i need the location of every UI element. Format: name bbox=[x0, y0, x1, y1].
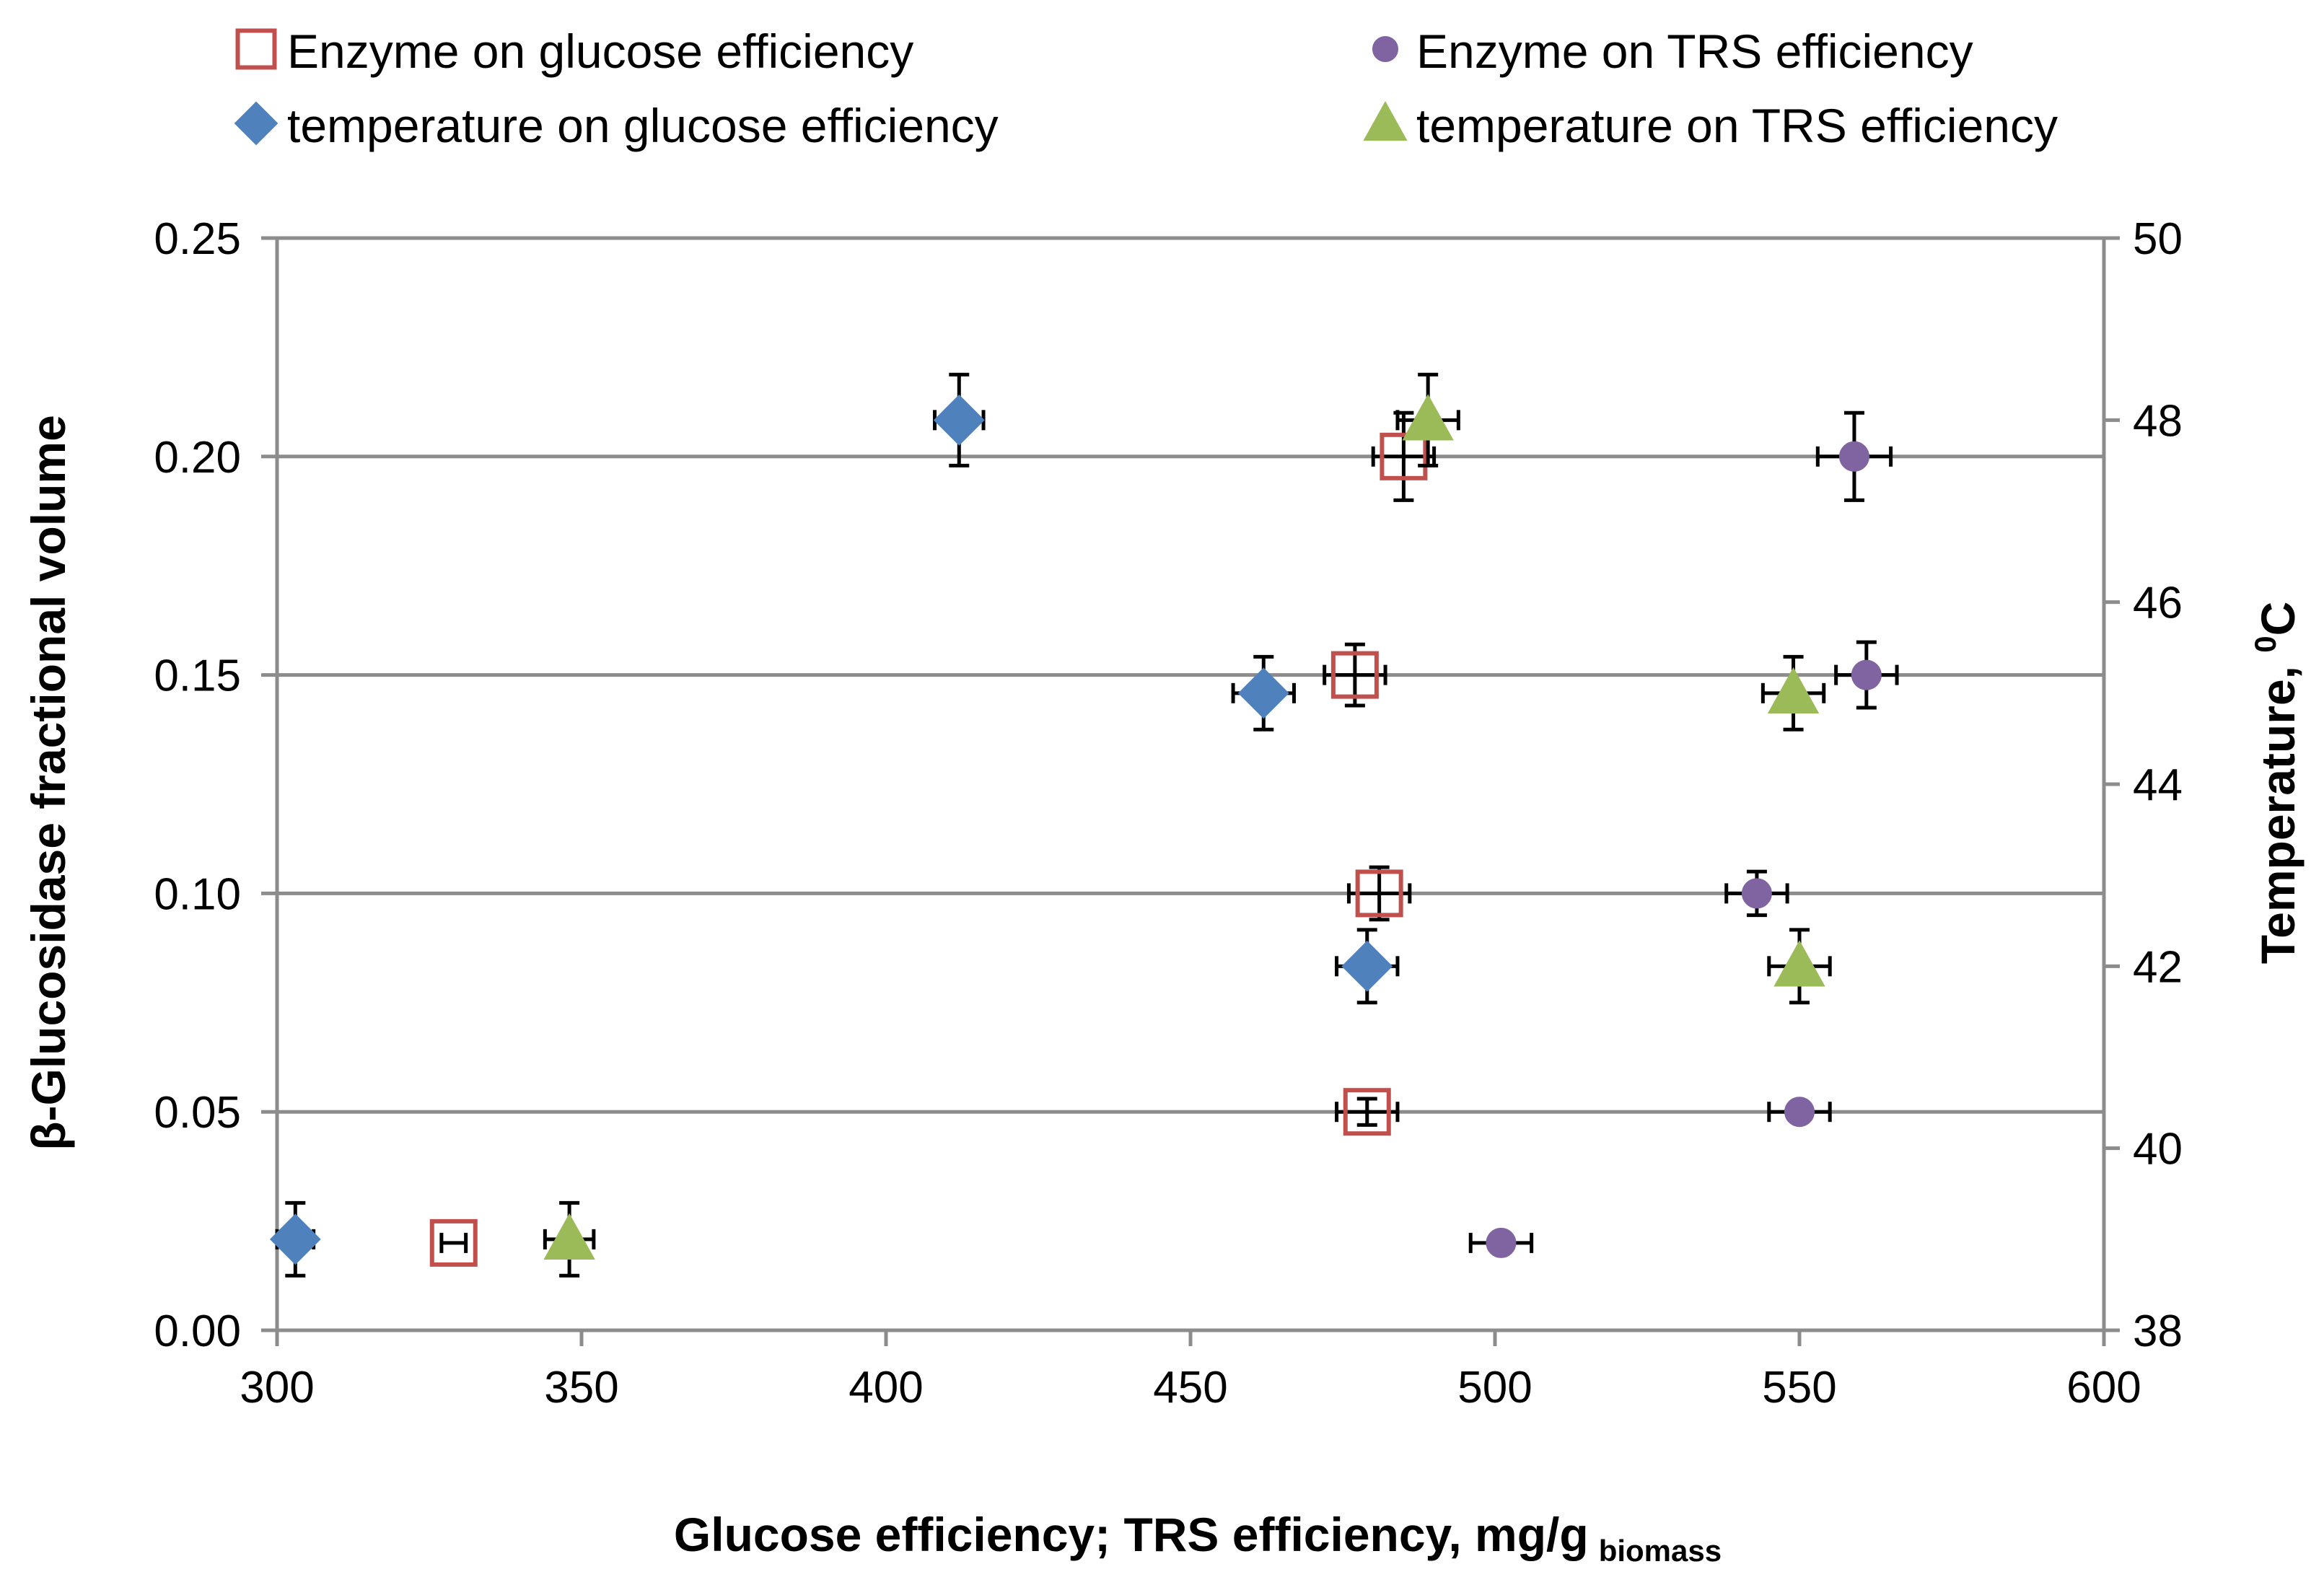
y2-tick-label: 40 bbox=[2133, 1125, 2183, 1174]
y2-tick-label: 38 bbox=[2133, 1306, 2183, 1356]
series-enzyme-trs bbox=[1468, 410, 1899, 1258]
y-tick-label: 0.05 bbox=[154, 1088, 241, 1138]
y-tick-label: 0.15 bbox=[154, 651, 241, 701]
point-temperature-glucose bbox=[1237, 667, 1289, 719]
y2-tick-label: 46 bbox=[2133, 579, 2183, 628]
legend-marker-enzyme-trs bbox=[1372, 36, 1398, 62]
x-axis-title: Glucose efficiency; TRS efficiency, mg/g… bbox=[674, 1508, 1722, 1568]
y-tick-label: 0.20 bbox=[154, 433, 241, 483]
x-tick-label: 500 bbox=[1457, 1363, 1532, 1413]
y2-tick-label: 50 bbox=[2133, 214, 2183, 264]
x-tick-label: 600 bbox=[2066, 1363, 2141, 1413]
point-enzyme-glucose bbox=[1343, 1088, 1391, 1136]
axes: 300 350 400 450 500 550 600 0.00 0.05 0.10 0.15 0.2… bbox=[154, 214, 2183, 1413]
series-enzyme-glucose bbox=[429, 410, 1437, 1267]
x-tick-label: 450 bbox=[1153, 1363, 1227, 1413]
point-temperature-glucose bbox=[933, 394, 985, 446]
y-tick-label: 0.10 bbox=[154, 869, 241, 919]
point-enzyme-glucose bbox=[429, 1218, 478, 1267]
legend-marker-temperature-trs bbox=[1363, 101, 1408, 141]
y-tick-label: 0.25 bbox=[154, 214, 241, 264]
point-enzyme-trs bbox=[1851, 659, 1882, 690]
point-temperature-trs bbox=[1767, 667, 1820, 714]
point-enzyme-trs bbox=[1838, 441, 1869, 472]
legend-item-enzyme-glucose: Enzyme on glucose efficiency bbox=[235, 25, 913, 78]
point-temperature-trs bbox=[1402, 394, 1454, 441]
y-tick-label: 0.00 bbox=[154, 1306, 241, 1356]
legend-label-temperature-glucose: temperature on glucose efficiency bbox=[287, 99, 999, 152]
x-tick-label: 550 bbox=[1762, 1363, 1836, 1413]
point-temperature-glucose bbox=[1341, 940, 1393, 992]
point-enzyme-glucose bbox=[1330, 651, 1379, 699]
legend-item-temperature-glucose: temperature on glucose efficiency bbox=[234, 99, 999, 152]
legend-label-temperature-trs: temperature on TRS efficiency bbox=[1416, 99, 2058, 152]
y2-tick-label: 48 bbox=[2133, 396, 2183, 446]
series-temperature-trs bbox=[543, 372, 1832, 1278]
axis-titles: Glucose efficiency; TRS efficiency, mg/g… bbox=[22, 415, 2305, 1568]
legend-marker-temperature-glucose bbox=[234, 101, 279, 146]
legend: Enzyme on glucose efficiency Enzyme on TR… bbox=[234, 25, 2058, 152]
point-enzyme-trs bbox=[1486, 1227, 1517, 1258]
point-temperature-glucose bbox=[269, 1213, 321, 1265]
y-axis-title: β-Glucosidase fractional volume bbox=[22, 415, 75, 1151]
legend-item-enzyme-trs: Enzyme on TRS efficiency bbox=[1372, 25, 1973, 78]
y2-tick-label: 44 bbox=[2133, 760, 2183, 810]
point-temperature-trs bbox=[543, 1213, 595, 1260]
x-tick-label: 350 bbox=[544, 1363, 618, 1413]
x-tick-label: 300 bbox=[240, 1363, 314, 1413]
point-temperature-trs bbox=[1773, 940, 1825, 987]
point-enzyme-trs bbox=[1741, 878, 1772, 909]
y2-tick-label: 42 bbox=[2133, 942, 2183, 992]
legend-label-enzyme-glucose: Enzyme on glucose efficiency bbox=[287, 25, 913, 78]
legend-marker-enzyme-glucose bbox=[235, 28, 277, 70]
point-enzyme-trs bbox=[1784, 1097, 1815, 1128]
y2-axis-title: Temperature, 0C bbox=[2248, 602, 2305, 965]
legend-item-temperature-trs: temperature on TRS efficiency bbox=[1363, 99, 2058, 152]
point-enzyme-glucose bbox=[1355, 869, 1403, 918]
point-enzyme-glucose bbox=[1380, 432, 1428, 480]
series-temperature-glucose bbox=[269, 372, 1400, 1278]
legend-label-enzyme-trs: Enzyme on TRS efficiency bbox=[1416, 25, 1973, 78]
x-tick-label: 400 bbox=[849, 1363, 923, 1413]
data-marks bbox=[269, 372, 1899, 1278]
gridlines bbox=[277, 236, 2104, 1114]
